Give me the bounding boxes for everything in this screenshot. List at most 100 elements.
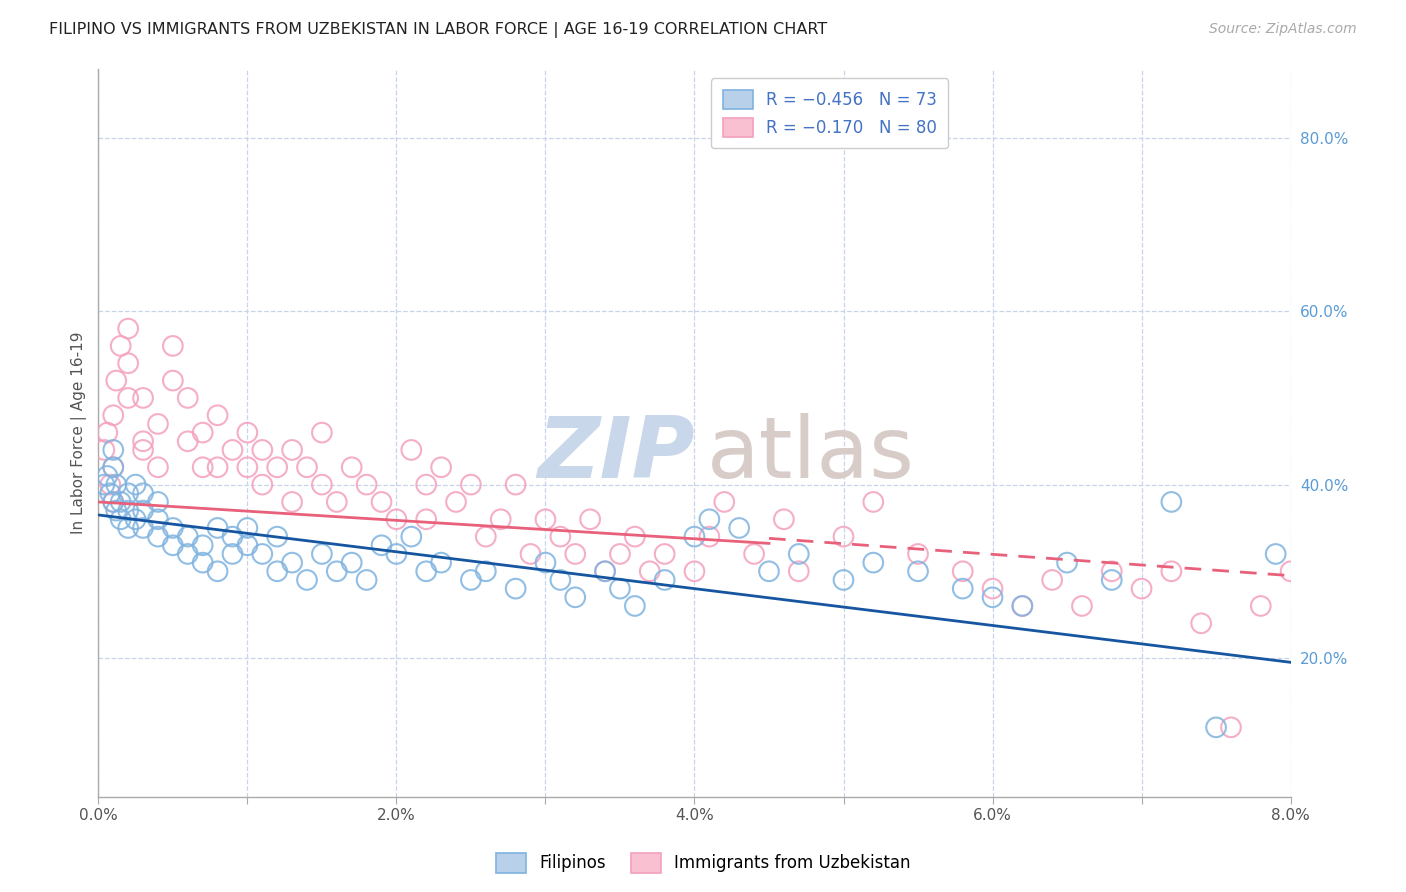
Point <box>593 564 616 578</box>
Point <box>326 564 349 578</box>
Point <box>356 477 378 491</box>
Point <box>444 495 467 509</box>
Point <box>862 556 884 570</box>
Point <box>579 512 602 526</box>
Point <box>132 521 155 535</box>
Point <box>177 547 200 561</box>
Point <box>534 556 557 570</box>
Point <box>370 495 392 509</box>
Point <box>103 442 125 457</box>
Point <box>1220 720 1243 734</box>
Point <box>624 530 647 544</box>
Point <box>96 469 118 483</box>
Point <box>832 573 855 587</box>
Point <box>430 460 453 475</box>
Point <box>281 442 304 457</box>
Point <box>1071 599 1094 613</box>
Point <box>415 512 437 526</box>
Point <box>110 512 132 526</box>
Point <box>370 538 392 552</box>
Point <box>105 477 128 491</box>
Point <box>266 564 288 578</box>
Point <box>132 503 155 517</box>
Point <box>221 530 243 544</box>
Point <box>1160 564 1182 578</box>
Point <box>96 425 118 440</box>
Point <box>1264 547 1286 561</box>
Point <box>1040 573 1063 587</box>
Point <box>385 512 408 526</box>
Point <box>93 477 115 491</box>
Point <box>519 547 541 561</box>
Point <box>177 434 200 449</box>
Point <box>132 434 155 449</box>
Point <box>624 599 647 613</box>
Point <box>191 556 214 570</box>
Point <box>787 547 810 561</box>
Point <box>609 547 631 561</box>
Legend: R = −0.456   N = 73, R = −0.170   N = 80: R = −0.456 N = 73, R = −0.170 N = 80 <box>711 78 949 148</box>
Point <box>728 521 751 535</box>
Point <box>699 530 721 544</box>
Point <box>207 564 229 578</box>
Point <box>117 486 139 500</box>
Point <box>1101 564 1123 578</box>
Point <box>340 556 363 570</box>
Point <box>475 564 498 578</box>
Point <box>460 573 482 587</box>
Point <box>564 591 586 605</box>
Point <box>117 391 139 405</box>
Point <box>124 512 146 526</box>
Point <box>550 530 572 544</box>
Text: atlas: atlas <box>706 413 914 496</box>
Point <box>460 477 482 491</box>
Point <box>103 409 125 423</box>
Point <box>401 442 423 457</box>
Point <box>699 512 721 526</box>
Point <box>862 495 884 509</box>
Point <box>207 409 229 423</box>
Point <box>758 564 780 578</box>
Point <box>295 460 318 475</box>
Text: FILIPINO VS IMMIGRANTS FROM UZBEKISTAN IN LABOR FORCE | AGE 16-19 CORRELATION CH: FILIPINO VS IMMIGRANTS FROM UZBEKISTAN I… <box>49 22 828 38</box>
Point <box>415 564 437 578</box>
Point <box>162 374 184 388</box>
Point <box>117 321 139 335</box>
Point <box>593 564 616 578</box>
Point <box>1160 495 1182 509</box>
Point <box>1056 556 1078 570</box>
Point <box>110 495 132 509</box>
Point <box>98 486 121 500</box>
Point <box>103 495 125 509</box>
Point <box>326 495 349 509</box>
Point <box>281 495 304 509</box>
Point <box>1101 573 1123 587</box>
Point <box>1250 599 1272 613</box>
Point <box>103 460 125 475</box>
Point <box>550 573 572 587</box>
Point <box>191 460 214 475</box>
Point <box>907 547 929 561</box>
Point <box>191 425 214 440</box>
Point <box>162 538 184 552</box>
Point <box>132 486 155 500</box>
Point <box>146 460 169 475</box>
Point <box>1205 720 1227 734</box>
Point <box>609 582 631 596</box>
Point <box>146 530 169 544</box>
Point <box>401 530 423 544</box>
Point <box>295 573 318 587</box>
Point <box>638 564 661 578</box>
Text: ZIP: ZIP <box>537 413 695 496</box>
Point <box>105 374 128 388</box>
Point <box>236 425 259 440</box>
Point <box>654 573 676 587</box>
Point <box>132 442 155 457</box>
Point <box>742 547 765 561</box>
Point <box>340 460 363 475</box>
Point <box>103 460 125 475</box>
Point <box>311 547 333 561</box>
Point <box>191 538 214 552</box>
Point <box>1130 582 1153 596</box>
Point <box>787 564 810 578</box>
